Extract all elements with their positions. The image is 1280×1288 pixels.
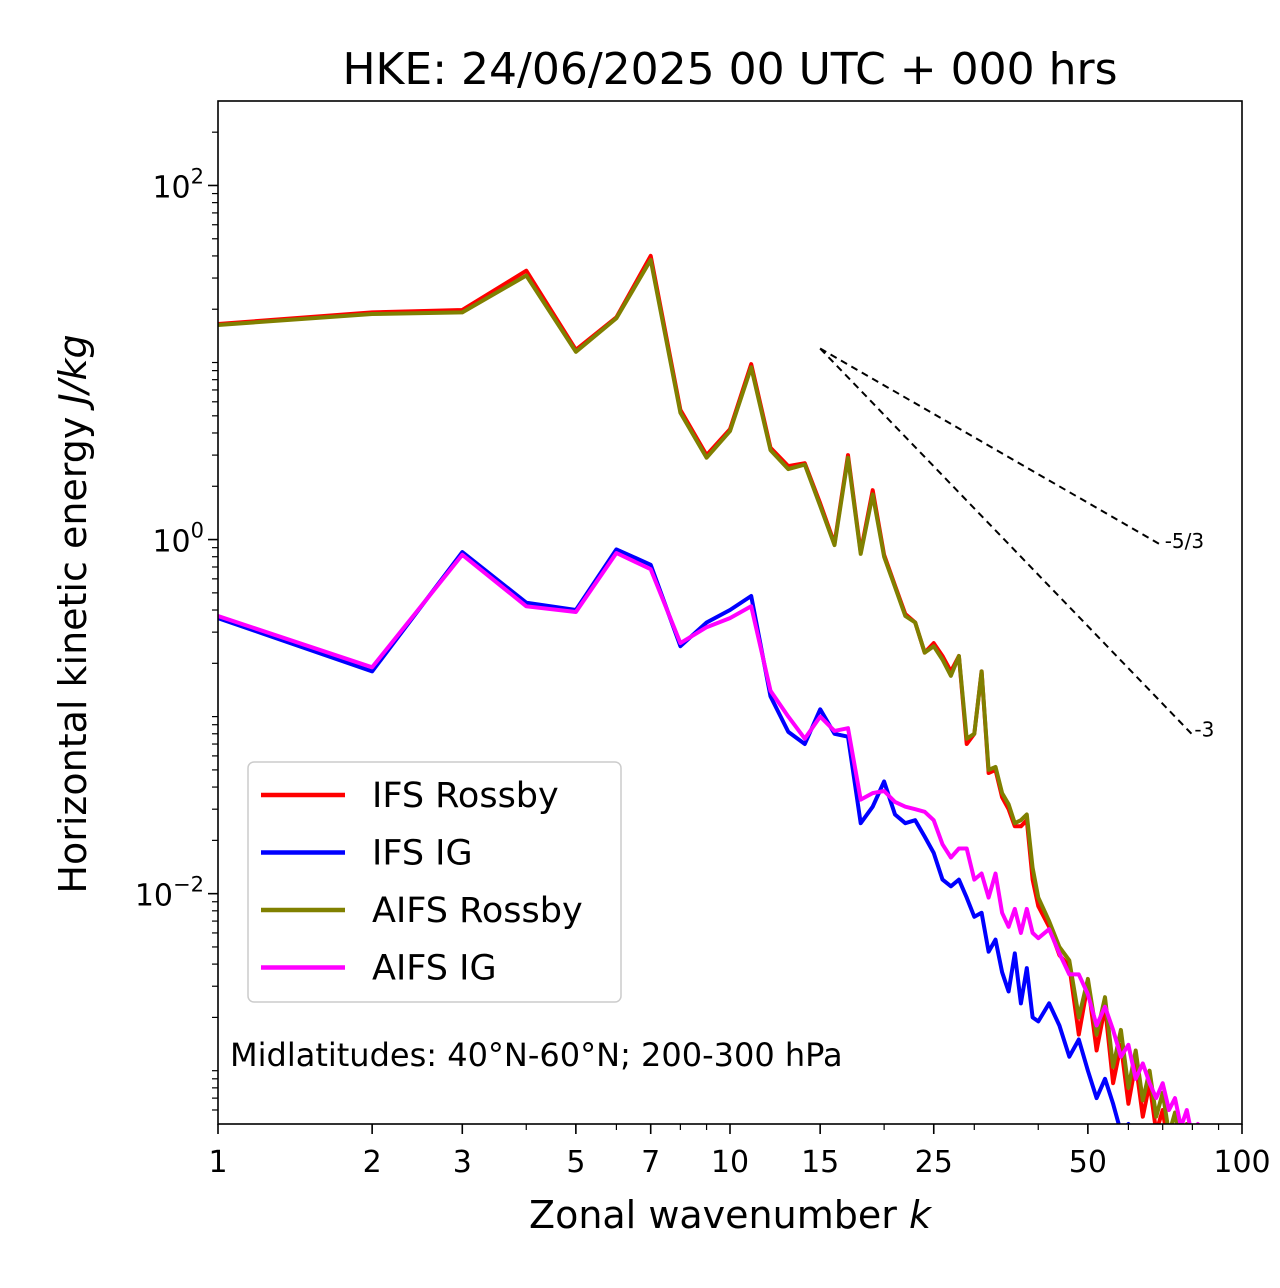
legend: IFS Rossby IFS IG AIFS Rossby AIFS IG [247,761,622,1003]
y-tick-label: 100 [152,519,204,560]
x-tick-label: 5 [566,1145,585,1180]
plot-frame [217,100,1243,1125]
legend-label: AIFS IG [372,949,497,989]
y-axis-label-text: Horizontal kinetic energy [51,405,95,894]
y-axis-label: Horizontal kinetic energy J/kg [51,334,95,893]
reference-slope-line [819,347,1194,736]
region-annotation: Midlatitudes: 40°N-60°N; 200-300 hPa [230,1036,843,1074]
legend-label: AIFS Rossby [372,891,583,931]
y-tick-label: 102 [152,164,204,205]
y-tick-exponent: −2 [173,873,204,897]
reference-slope-label: -5/3 [1165,529,1204,553]
series-line-aifs-rossby [218,257,1189,1124]
y-tick-base: 10 [135,879,173,914]
series-line-aifs-ig [218,551,1200,1124]
reference-slope-label: -3 [1194,718,1214,742]
y-tick-base: 10 [152,525,190,560]
x-tick-label: 7 [641,1145,660,1180]
x-tick-label: 2 [363,1145,382,1180]
x-axis-label-var: k [909,1193,933,1237]
legend-box [247,761,622,1003]
reference-slope-line [819,347,1164,547]
x-tick-label: 100 [1213,1145,1270,1180]
series-line-ifs-ig [218,547,1131,1124]
x-tick-label: 3 [453,1145,472,1180]
x-axis-label-text: Zonal wavenumber [529,1193,909,1237]
y-tick-exponent: 2 [191,164,204,188]
x-tick-label: 50 [1069,1145,1107,1180]
y-tick-label: 10−2 [135,873,204,914]
legend-label: IFS Rossby [372,776,559,816]
series-line-ifs-rossby [218,253,1167,1124]
chart-title: HKE: 24/06/2025 00 UTC + 000 hrs [342,44,1117,95]
y-tick-exponent: 0 [191,519,204,543]
x-axis-label: Zonal wavenumber k [529,1193,933,1237]
series-layer [218,253,1200,1124]
x-tick-label: 10 [711,1145,749,1180]
legend-label: IFS IG [372,834,473,874]
y-tick-base: 10 [152,170,190,205]
x-tick-labels: 1 2 3 5 7 10 15 25 50 100 [208,1145,1270,1180]
major-ticks [208,184,1243,1134]
x-tick-label: 25 [915,1145,953,1180]
reference-slopes: -5/3 -3 [819,347,1214,742]
y-axis-label-unit: J/kg [51,334,95,411]
x-tick-label: 15 [801,1145,839,1180]
x-tick-label: 1 [208,1145,227,1180]
